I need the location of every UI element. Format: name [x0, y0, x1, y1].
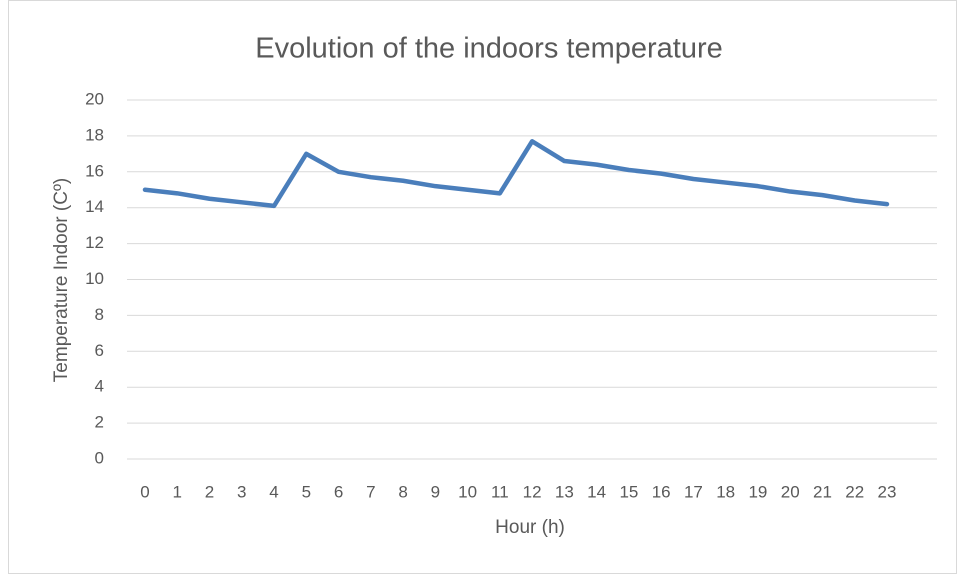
x-tick-label: 0 — [140, 482, 149, 501]
y-tick-label: 14 — [85, 197, 104, 216]
chart-border — [8, 0, 957, 574]
x-tick-label: 9 — [431, 482, 440, 501]
x-tick-label: 8 — [398, 482, 407, 501]
y-tick-label: 18 — [85, 125, 104, 144]
y-tick-label: 4 — [95, 377, 104, 396]
x-axis-title: Hour (h) — [495, 517, 565, 538]
x-tick-label: 15 — [619, 482, 638, 501]
x-tick-label: 11 — [491, 482, 509, 501]
y-tick-label: 10 — [85, 269, 104, 288]
y-axis-title: Temperature Indoor (Cº) — [51, 178, 72, 382]
x-tick-label: 18 — [716, 482, 735, 501]
x-tick-label: 23 — [878, 482, 897, 501]
x-tick-label: 7 — [366, 482, 375, 501]
data-line — [142, 139, 890, 209]
x-tick-label: 16 — [652, 482, 671, 501]
x-tick-label: 5 — [302, 482, 311, 501]
x-tick-label: 17 — [684, 482, 703, 501]
x-tick-label: 6 — [334, 482, 343, 501]
y-tick-label: 0 — [95, 448, 104, 467]
x-tick-label: 3 — [237, 482, 246, 501]
y-tick-label: 20 — [85, 89, 104, 108]
x-tick-label: 4 — [269, 482, 278, 501]
x-tick-label: 22 — [845, 482, 864, 501]
x-tick-label: 1 — [173, 482, 182, 501]
y-tick-label: 8 — [95, 305, 104, 324]
x-tick-label: 21 — [813, 482, 832, 501]
x-tick-label: 2 — [205, 482, 214, 501]
x-tick-label: 20 — [781, 482, 800, 501]
x-tick-label: 12 — [523, 482, 542, 501]
x-tick-label: 19 — [748, 482, 767, 501]
x-tick-label: 10 — [458, 482, 477, 501]
x-tick-label: 14 — [587, 482, 606, 501]
y-tick-label: 2 — [95, 413, 104, 432]
x-tick-label: 13 — [555, 482, 574, 501]
y-tick-label: 12 — [85, 233, 104, 252]
y-tick-label: 6 — [95, 341, 104, 360]
y-tick-label: 16 — [85, 161, 104, 180]
chart-title: Evolution of the indoors temperature — [255, 33, 723, 65]
